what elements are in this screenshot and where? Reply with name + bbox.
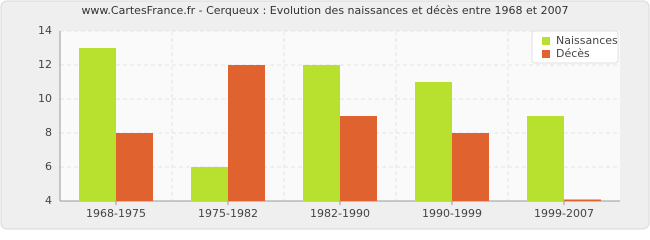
y-tick-label: 8 — [45, 126, 52, 139]
y-tick-label: 6 — [45, 160, 52, 173]
bar — [228, 65, 265, 201]
bar — [191, 167, 228, 201]
legend-box — [531, 30, 619, 64]
bar — [116, 133, 153, 201]
legend-label: Décès — [556, 47, 590, 60]
legend-swatch — [542, 37, 550, 45]
x-tick-label: 1982-1990 — [310, 207, 370, 220]
y-tick-label: 12 — [38, 58, 52, 71]
legend-swatch — [542, 50, 550, 58]
y-tick-label: 4 — [45, 194, 52, 207]
bar — [79, 48, 116, 201]
bar — [452, 133, 489, 201]
bar — [415, 82, 452, 201]
y-tick-label: 14 — [38, 24, 52, 37]
x-tick-label: 1975-1982 — [198, 207, 258, 220]
chart: www.CartesFrance.fr - Cerqueux : Evoluti… — [0, 0, 650, 230]
x-tick-label: 1990-1999 — [422, 207, 482, 220]
y-tick-label: 10 — [38, 92, 52, 105]
x-tick-label: 1999-2007 — [534, 207, 594, 220]
chart-title: www.CartesFrance.fr - Cerqueux : Evoluti… — [81, 4, 568, 17]
bar — [303, 65, 340, 201]
bar — [527, 116, 564, 201]
legend-label: Naissances — [556, 34, 618, 47]
bar — [340, 116, 377, 201]
bar — [564, 199, 601, 201]
x-tick-label: 1968-1975 — [86, 207, 146, 220]
